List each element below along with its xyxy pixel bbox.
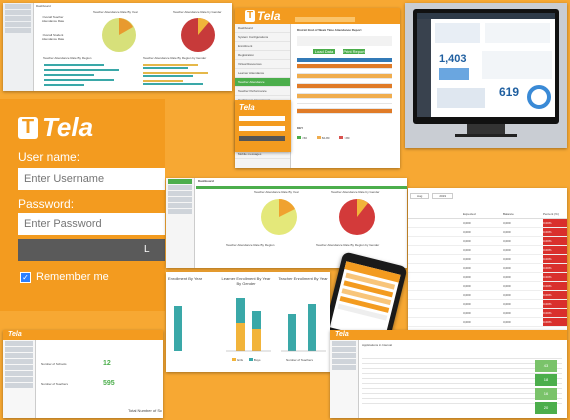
login-brand: T Tela [18,112,93,143]
table-row: 3,000 3,000 0.00% [408,255,567,264]
stat-value-schools: 12 [103,360,111,367]
table-panel: Aug 2019 Expected Balance Percent (%) 3,… [408,188,567,330]
table-row: 3,000 3,000 0.00% [408,318,567,327]
chart2-title: Learner Enrollment By Year By Gender [221,276,271,286]
chart-title-gender: Teacher Attendance Rate by Gender [331,190,380,194]
enrollment-panel: Enrollment By Year Learner Enrollment By… [166,272,330,372]
sidebar [3,340,36,418]
admin-menu-item[interactable]: Teacher Performance [235,87,290,96]
admin-menu-item[interactable]: Registration [235,51,290,60]
stat-value-teachers: 595 [103,380,115,387]
chart3-title: Teacher Enrollment By Year [278,276,328,281]
mini-login-brand: Tela [239,103,255,112]
chart-title-region-gender: Teacher Attendance Rate By Region by Gen… [316,243,380,247]
stat-label-schools: Number of Schools [41,362,67,366]
chart-title-year: Teacher Attendance Rate By Year [254,190,299,194]
bottom-left-panel: Tela Number of Schools 12 Number of Teac… [3,330,163,418]
table-row: 3,000 3,000 0.00% [408,237,567,246]
admin-menu-item[interactable]: Virtual Resources [235,60,290,69]
admin-menu-item[interactable]: Mobile messages [235,150,290,159]
chart1-title: Enrollment By Year [168,276,203,281]
load-data-button[interactable]: Load Data [313,49,335,54]
stat-label-teachers: Number of Teachers [41,382,68,386]
remember-me[interactable]: ✓ Remember me [20,271,109,283]
metric-1: 1,403 [439,53,467,65]
login-button[interactable]: L [18,239,165,261]
admin-brand: Tela [257,9,281,23]
enrollment-charts [174,298,326,352]
password-label: Password: [18,197,75,211]
table-row: 3,000 3,000 0.00% [408,219,567,228]
admin-menu-item[interactable]: Learner Attendance [235,69,290,78]
pie-chart-gender [181,17,215,52]
pie-chart-gender [339,199,375,235]
table-row: 3,000 3,000 0.00% [408,300,567,309]
dashboard-top-panel: Dashboard Overall Teacher Attendance Rat… [3,3,232,91]
sidebar [3,3,34,91]
admin-menu-item[interactable]: Teacher Attendance [235,78,290,87]
overall-teacher-card: Overall Teacher Attendance Rate [41,15,65,23]
table-row: 3,000 3,000 0.00% [408,282,567,291]
chart-title-region: Teacher Attendance Rate By Region [43,56,92,60]
year-select[interactable]: 2019 [432,193,454,199]
admin-menu-item[interactable]: System Configurations [235,33,290,42]
sidebar [166,178,195,268]
chart-title-year: Teacher Attendance Rate By Year [93,10,138,14]
print-report-button[interactable]: Print Report [343,49,365,54]
cell-value-1: 43 [535,360,557,372]
bottom-right-header: Tela [330,330,567,340]
username-input[interactable] [18,168,165,190]
username-label: User name: [18,150,81,164]
chart-title-region-gender: Teacher Attendance Rate By Region by Gen… [143,56,207,60]
dark-dashboard-panel: 1,403 619 [405,3,567,148]
login-panel: T Tela User name: Password: L ✓ Remember… [0,99,165,311]
bottom-right-panel: Tela Applications in Interval 43 18 16 2… [330,330,567,418]
sidebar [330,340,359,418]
chart-title-region: Teacher Attendance Rate By Region [226,243,275,247]
dashboard-mid-panel: Dashboard Teacher Attendance Rate By Yea… [166,178,407,268]
bar-chart-region-gender [143,64,208,85]
pie-chart-year [102,18,136,52]
form-title: District End of Week Time Attendance Rep… [297,28,362,32]
table-row: 3,000 3,000 0.00% [408,309,567,318]
footer-label: Total Number of Sc [128,408,163,413]
chart2-legend: Girls Boys [232,358,261,362]
cell-value-4: 20 [535,402,557,414]
pie-chart-year [261,199,297,235]
cell-value-3: 16 [535,388,557,400]
month-select[interactable]: Aug [410,193,430,199]
bar-chart-region [44,64,119,86]
table-header: Expected Balance Percent (%) [408,212,567,219]
admin-menu-item[interactable]: Dashboard [235,24,290,33]
checkbox-checked-icon[interactable]: ✓ [20,271,31,283]
table-row: 3,000 3,000 0.00% [408,228,567,237]
table-row: 3,000 3,000 0.00% [408,291,567,300]
table-row: 3,000 3,000 0.00% [408,273,567,282]
chart3-legend: Number of Teachers [286,358,313,362]
admin-header: T Tela [235,8,400,24]
admin-menu-item[interactable]: Enrollment [235,42,290,51]
metric-2: 619 [499,85,520,99]
cell-value-2: 18 [535,374,557,386]
overall-student-card: Overall Student Attendance Rate [41,33,65,41]
legend: <60 60-80 >80 [297,136,349,140]
dashboard-title: Dashboard [198,179,214,183]
chart-title-gender: Teacher Attendance Rate by Gender [173,10,222,14]
table-row: 3,000 3,000 0.00% [408,246,567,255]
dashboard-title: Dashboard [36,4,51,8]
mini-login-panel: Tela [235,100,291,152]
brand-name: Tela [42,112,94,142]
key-label: KEY [297,126,304,130]
section-title: Applications in Interval [362,343,393,347]
logo-icon: T [18,116,38,139]
bottom-left-header: Tela [3,330,163,340]
remember-label: Remember me [36,271,109,283]
password-input[interactable] [18,213,165,235]
logo-icon: T [245,10,255,22]
table-row: 3,000 3,000 0.00% [408,264,567,273]
